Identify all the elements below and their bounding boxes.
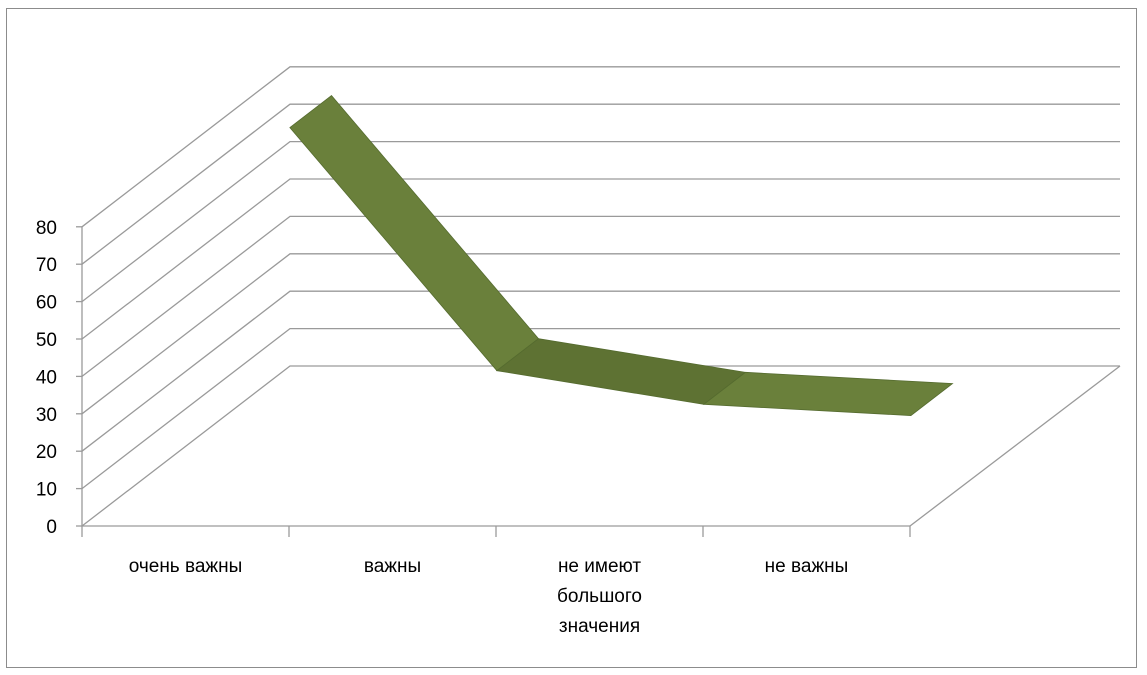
y-tick-label: 70	[36, 255, 57, 276]
y-tick-label: 0	[46, 517, 57, 538]
gridline	[81, 253, 1120, 415]
chart-frame	[6, 8, 1137, 668]
gridline	[81, 290, 1120, 452]
label-layer: 0 10 20 30 40 50 60 70 80 очень важны важны не имею…	[36, 218, 848, 637]
y-tick-label: 80	[36, 218, 57, 239]
gridline	[81, 140, 1120, 303]
ribbon-segment	[702, 371, 954, 416]
y-tick-label: 50	[36, 330, 57, 351]
x-tick-label: очень важны	[129, 556, 243, 577]
y-tick-label: 30	[36, 405, 57, 426]
gridline	[81, 327, 1120, 490]
grid-layer	[81, 66, 1121, 527]
y-tick-label: 40	[36, 367, 57, 388]
y-tick-label: 60	[36, 293, 57, 314]
gridline	[81, 103, 1120, 265]
series-layer	[289, 95, 954, 416]
x-tick-label: не важны	[765, 556, 849, 577]
y-tick-label: 20	[36, 442, 57, 463]
ribbon-segment	[289, 95, 540, 372]
gridline	[81, 178, 1120, 340]
floor-right-edge	[909, 365, 1121, 527]
gridline	[81, 365, 1120, 527]
gridline	[81, 215, 1120, 377]
axis-layer	[76, 226, 911, 537]
y-tick-label: 10	[36, 480, 57, 501]
x-tick-label: важны	[364, 556, 421, 577]
ribbon-segment	[495, 338, 747, 405]
x-tick-label: не имеют большого значения	[557, 556, 642, 637]
gridline	[81, 66, 1120, 228]
